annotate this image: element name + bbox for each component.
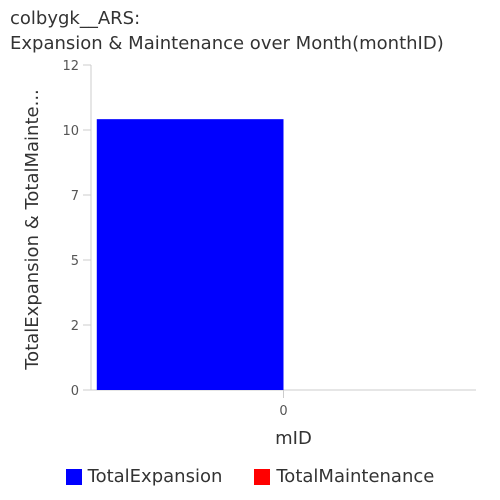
y-tick-label: 2 [71,319,79,334]
legend-swatch-total-expansion [65,468,82,485]
legend-item-total-maintenance[interactable]: TotalMaintenance [254,466,434,487]
y-tick-label: 0 [71,384,79,399]
y-tick-label: 5 [71,254,79,269]
chart-title-line-2: Expansion & Maintenance over Month(month… [10,33,444,54]
x-tick-label: 0 [279,404,287,419]
y-tick-label: 7 [71,189,79,204]
y-tick-label: 12 [62,59,79,74]
x-axis-title: mID [275,428,312,449]
legend-swatch-total-maintenance [254,468,271,485]
bar-totalexpansion [96,119,284,391]
legend-label-total-maintenance: TotalMaintenance [276,466,435,487]
y-tick-label: 10 [62,124,79,139]
legend-label-total-expansion: TotalExpansion [87,466,223,487]
legend-item-total-expansion[interactable]: TotalExpansion [65,466,223,487]
legend: TotalExpansion TotalMaintenance [0,466,500,487]
chart-title-line-1: colbygk__ARS: [10,8,141,29]
y-axis-title: TotalExpansion & TotalMainte... [22,89,43,371]
